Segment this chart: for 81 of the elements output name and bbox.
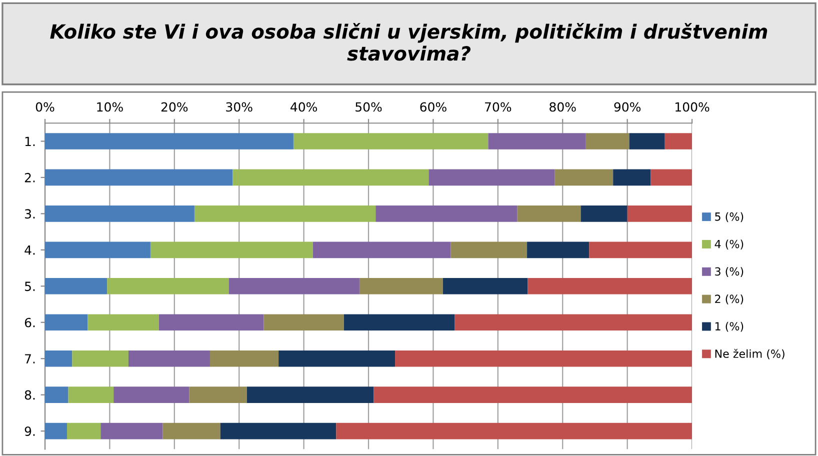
legend-label: 1 (%) <box>715 322 744 332</box>
bar <box>293 133 488 150</box>
legend-label: 3 (%) <box>715 267 744 277</box>
bar <box>220 422 336 440</box>
bar <box>100 422 163 440</box>
x-tick-label: 20% <box>161 102 188 112</box>
y-tick-label: 1. <box>25 136 35 146</box>
bar <box>88 314 159 331</box>
y-tick-label: 5. <box>25 282 35 292</box>
y-tick-label: 9. <box>24 426 35 436</box>
y-tick-label: 6. <box>24 318 35 328</box>
bar <box>107 278 229 294</box>
bar <box>650 169 692 186</box>
bar <box>450 242 528 258</box>
bar <box>194 206 376 222</box>
bar <box>586 133 630 150</box>
bar <box>44 314 88 331</box>
bar <box>44 206 194 222</box>
bar <box>44 133 294 150</box>
bar <box>376 206 518 222</box>
y-tick-label: 7. <box>25 354 35 364</box>
bar <box>44 386 68 403</box>
bar <box>189 386 247 403</box>
bar <box>114 386 190 403</box>
bar <box>664 133 692 150</box>
bar <box>72 350 128 367</box>
bar <box>44 169 233 186</box>
x-tick-label: 100% <box>676 102 710 112</box>
bar <box>128 350 210 367</box>
bar <box>232 169 429 186</box>
y-tick-label: 8. <box>24 390 35 400</box>
bar <box>527 242 590 258</box>
bar <box>627 206 692 222</box>
bar <box>44 278 108 294</box>
x-tick-label: 70% <box>485 102 512 112</box>
bar <box>613 169 651 186</box>
bar <box>158 314 264 331</box>
x-tick-label: 10% <box>97 102 123 112</box>
bar <box>66 422 101 440</box>
bar <box>228 278 360 294</box>
legend-label: 2 (%) <box>715 294 744 304</box>
bar <box>344 314 455 331</box>
legend-label: 4 (%) <box>714 240 744 250</box>
bar <box>68 386 114 403</box>
x-tick-label: 80% <box>550 102 576 112</box>
bar <box>554 169 614 186</box>
bar <box>517 206 581 222</box>
bar <box>44 422 67 440</box>
y-tick-label: 3. <box>24 209 35 219</box>
bar <box>312 242 451 258</box>
bar <box>246 386 374 403</box>
bar <box>162 422 220 440</box>
bar <box>629 133 665 150</box>
bar <box>580 206 628 222</box>
bar <box>278 350 396 367</box>
bar <box>359 278 443 294</box>
bar <box>336 422 692 440</box>
bar <box>442 278 528 294</box>
y-tick-label: 2. <box>24 172 35 182</box>
bar <box>374 386 692 403</box>
bar <box>264 314 344 331</box>
bar <box>454 314 692 331</box>
x-tick-label: 50% <box>356 102 382 112</box>
bar <box>528 278 692 294</box>
x-tick-label: 40% <box>290 102 318 112</box>
y-tick-label: 4. <box>24 246 35 255</box>
legend-label: 5 (%) <box>715 212 744 222</box>
bar <box>428 169 555 186</box>
x-tick-label: 60% <box>420 102 446 112</box>
bar <box>150 242 313 258</box>
x-tick-label: 30% <box>226 102 252 112</box>
legend-label: Ne želim (%) <box>715 348 784 360</box>
bar <box>589 242 692 258</box>
x-tick-label: 0% <box>36 102 54 112</box>
bar <box>44 350 72 367</box>
x-tick-label: 90% <box>614 102 641 112</box>
chart-title: Koliko ste Vi i ova osoba slični u vjerskim, političkim i društvenim stavovima? <box>50 23 768 61</box>
bar <box>488 133 586 150</box>
bar <box>395 350 692 367</box>
bar <box>44 242 150 258</box>
bar <box>210 350 279 367</box>
